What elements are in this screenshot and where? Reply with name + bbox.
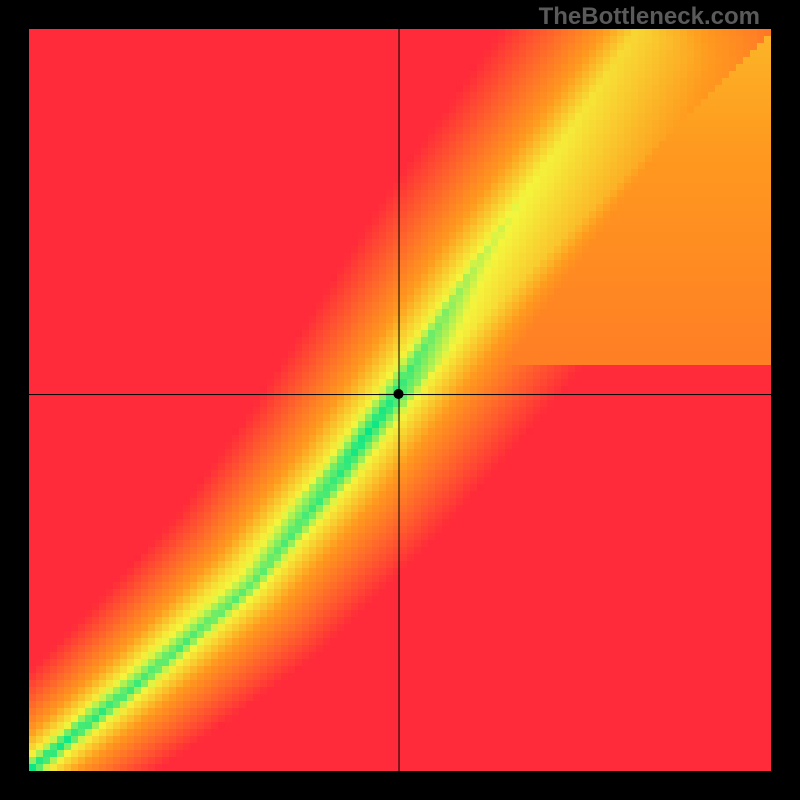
watermark-text: TheBottleneck.com [539,3,760,31]
bottleneck-chart: TheBottleneck.com [0,0,800,800]
heatmap-canvas [0,0,800,800]
